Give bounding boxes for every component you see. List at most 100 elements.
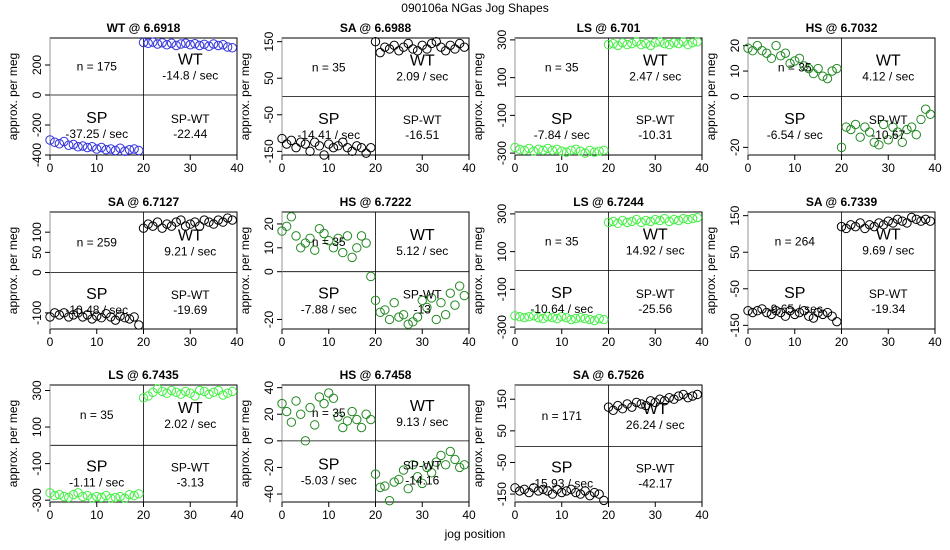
data-point xyxy=(338,422,348,433)
data-point xyxy=(440,46,451,56)
data-point xyxy=(617,215,628,226)
data-point xyxy=(529,146,539,156)
y-tick-label: -300 xyxy=(495,315,509,339)
y-tick-label: -20 xyxy=(728,138,742,156)
x-tick-label: 0 xyxy=(512,161,519,175)
y-tick-label: -100 xyxy=(495,277,509,301)
data-point xyxy=(398,42,409,52)
data-point xyxy=(785,306,795,316)
data-point xyxy=(120,493,130,504)
data-point xyxy=(300,436,311,446)
x-tick-label: 0 xyxy=(745,335,752,349)
wt-rate: 14.92 / sec xyxy=(626,243,685,257)
spwt-value: -22.44 xyxy=(173,127,207,141)
data-point xyxy=(222,42,233,52)
sp-rate: -7.84 / sec xyxy=(534,128,590,142)
data-point xyxy=(641,215,651,226)
data-point xyxy=(124,489,135,500)
sp-label: SP xyxy=(784,111,805,128)
sp-label: SP xyxy=(551,285,572,302)
data-point xyxy=(426,468,437,478)
y-tick-label: 20 xyxy=(728,39,742,53)
y-tick-label: 50 xyxy=(495,424,509,438)
wt-rate: 26.24 / sec xyxy=(626,418,685,432)
data-point xyxy=(162,388,172,398)
data-point xyxy=(664,39,674,50)
spwt-value: -3.13 xyxy=(177,476,205,490)
data-point xyxy=(631,37,642,47)
x-tick-label: 40 xyxy=(695,508,709,522)
data-point xyxy=(799,306,809,316)
data-point xyxy=(766,53,777,64)
wt-rate: 9.21 / sec xyxy=(164,244,216,258)
data-point xyxy=(575,489,586,499)
data-point xyxy=(450,300,460,310)
data-point xyxy=(794,307,805,318)
panel-title: SA @ 6.7526 xyxy=(573,368,645,382)
y-axis-label: approx. per meg xyxy=(238,227,252,314)
x-tick-label: 10 xyxy=(788,161,802,175)
data-point xyxy=(422,462,432,473)
sp-rate: -10.48 / sec xyxy=(65,303,128,317)
y-axis-label: approx. per meg xyxy=(6,400,20,487)
data-point xyxy=(148,37,158,47)
data-point xyxy=(557,146,567,156)
data-point xyxy=(589,315,600,326)
data-point xyxy=(208,39,219,49)
x-tick-label: 40 xyxy=(230,161,244,175)
data-point xyxy=(296,137,306,147)
spwt-label: SP-WT xyxy=(403,287,442,301)
data-point xyxy=(431,314,441,325)
data-point xyxy=(794,53,805,64)
data-point xyxy=(808,68,819,79)
data-point xyxy=(650,38,660,48)
data-point xyxy=(636,399,646,409)
data-point xyxy=(106,144,116,154)
data-point xyxy=(510,311,520,321)
x-tick-label: 0 xyxy=(47,161,54,175)
data-point xyxy=(185,219,195,229)
sp-rate: -5.03 / sec xyxy=(301,473,357,487)
y-tick-label: -50 xyxy=(728,280,742,298)
data-point xyxy=(277,133,287,144)
n-label: n = 35 xyxy=(312,60,346,74)
data-point xyxy=(683,214,693,225)
spwt-value: -42.17 xyxy=(638,476,672,490)
data-point xyxy=(874,140,884,150)
data-point xyxy=(641,38,651,49)
x-tick-label: 0 xyxy=(745,161,752,175)
data-point xyxy=(673,38,684,49)
wt-rate: 9.13 / sec xyxy=(396,415,448,429)
data-point xyxy=(664,216,674,227)
data-point xyxy=(124,314,135,324)
data-point xyxy=(669,394,679,404)
data-point xyxy=(818,71,828,81)
figure-title: 090106a NGas Jog Shapes xyxy=(401,1,548,15)
data-point xyxy=(352,141,362,151)
data-point xyxy=(218,40,228,50)
data-point xyxy=(227,215,238,225)
data-point xyxy=(557,487,567,498)
data-point xyxy=(571,313,581,324)
data-point xyxy=(445,40,455,51)
wt-rate: 4.12 / sec xyxy=(862,69,914,83)
data-point xyxy=(333,412,343,422)
data-point xyxy=(655,394,665,404)
data-point xyxy=(925,109,936,120)
x-tick-label: 0 xyxy=(279,335,286,349)
data-point xyxy=(422,44,432,54)
data-point xyxy=(134,320,144,330)
data-point xyxy=(450,454,460,465)
data-point xyxy=(514,144,525,155)
data-point xyxy=(222,213,233,223)
y-tick-label: 100 xyxy=(495,67,509,87)
data-point xyxy=(380,42,390,52)
data-point xyxy=(687,38,698,48)
data-point xyxy=(547,145,558,155)
sp-label: SP xyxy=(318,111,339,128)
sp-label: SP xyxy=(86,110,107,127)
spwt-label: SP-WT xyxy=(636,287,675,301)
x-tick-label: 10 xyxy=(555,161,569,175)
